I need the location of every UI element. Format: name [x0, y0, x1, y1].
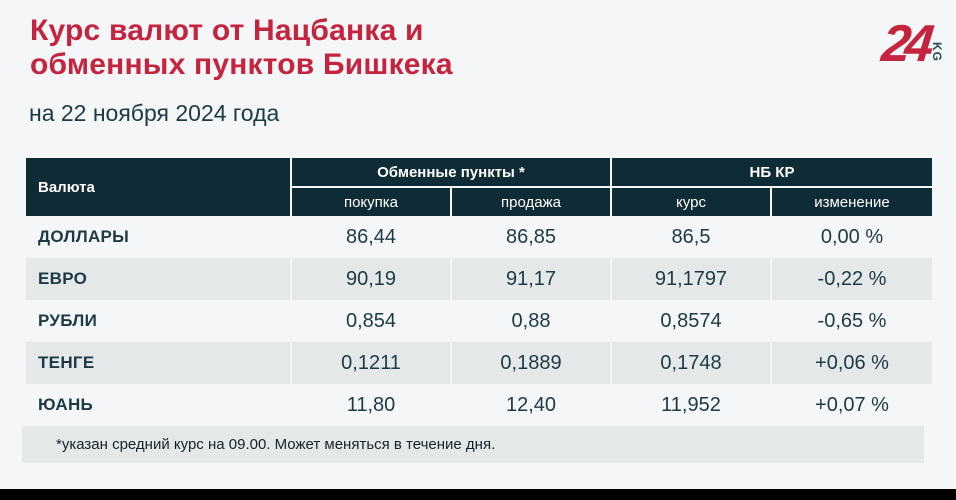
header-group-nbkr: НБ КР: [612, 158, 932, 186]
header-currency: Валюта: [26, 158, 290, 216]
currency-name: ДОЛЛАРЫ: [38, 227, 130, 246]
table-row-tenge: ТЕНГЕ 0,1211 0,1889 0,1748 +0,06 %: [26, 342, 932, 384]
change-value: +0,06 %: [772, 342, 932, 384]
buy-value: 90,19: [292, 258, 450, 300]
currency-name: ЮАНЬ: [38, 395, 94, 414]
change-value: -0,65 %: [817, 309, 887, 332]
buy-value: 11,80: [346, 393, 396, 416]
table-row-rubles: РУБЛИ 0,854 0,88 0,8574 -0,65 %: [26, 300, 932, 342]
page-title-line1: Курс валют от Нацбанка и: [30, 14, 424, 47]
header-buy: покупка: [292, 188, 450, 216]
change-value: 0,00 %: [820, 225, 884, 248]
logo-24-icon: 24: [879, 15, 932, 73]
currency-name: РУБЛИ: [38, 311, 98, 330]
buy-value: 86,44: [345, 225, 397, 248]
rate-value: 0,1748: [612, 342, 770, 384]
change-value: -0,22 %: [772, 258, 932, 300]
page-title-line2: обменных пунктов Бишкека: [30, 48, 453, 81]
header-sell: продажа: [452, 188, 610, 216]
sell-value: 12,40: [505, 393, 557, 416]
header-group-exchange-offices: Обменные пункты *: [292, 158, 610, 186]
sell-value: 0,1889: [452, 342, 610, 384]
sell-value: 91,17: [452, 258, 610, 300]
table-row-dollars: ДОЛЛАРЫ 86,44 86,85 86,5 0,00 %: [26, 216, 932, 258]
rate-value: 11,952: [661, 393, 721, 416]
header-change: изменение: [772, 188, 932, 216]
header-rate: курс: [612, 188, 770, 216]
table-row-yuan: ЮАНЬ 11,80 12,40 11,952 +0,07 %: [26, 384, 932, 426]
bottom-black-bar: [0, 489, 956, 500]
buy-value: 0,1211: [292, 342, 450, 384]
rate-value: 91,1797: [612, 258, 770, 300]
logo-kg-label: KG: [930, 42, 944, 62]
rate-value: 0,8574: [660, 309, 722, 332]
table-row-euro: ЕВРО 90,19 91,17 91,1797 -0,22 %: [26, 258, 932, 300]
sell-value: 86,85: [505, 225, 557, 248]
currency-name: ЕВРО: [26, 258, 290, 300]
change-value: +0,07 %: [815, 393, 889, 416]
buy-value: 0,854: [345, 309, 397, 332]
currency-name: ТЕНГЕ: [26, 342, 290, 384]
page-title: Курс валют от Нацбанка и обменных пункто…: [30, 14, 453, 82]
date-subtitle: на 22 ноября 2024 года: [29, 100, 280, 126]
table-header: Валюта Обменные пункты * НБ КР покупка п…: [26, 158, 932, 216]
sell-value: 0,88: [511, 309, 551, 332]
rate-value: 86,5: [671, 225, 711, 248]
footnote: *указан средний курс на 09.00. Может мен…: [22, 426, 924, 463]
logo-24kg: 24 KG: [879, 15, 944, 73]
currency-table: Валюта Обменные пункты * НБ КР покупка п…: [22, 158, 932, 463]
